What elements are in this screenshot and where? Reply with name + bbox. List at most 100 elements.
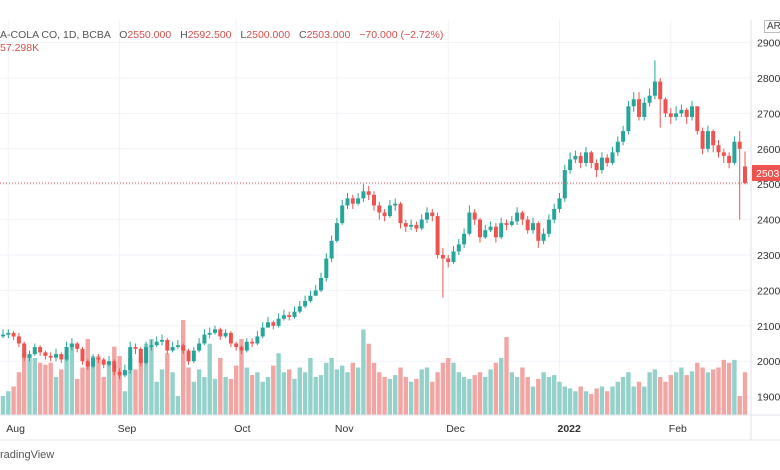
volume-bar [440,362,446,415]
tradingview-attribution[interactable]: radingView [0,449,55,461]
candle-body [425,212,429,220]
volume-bar [80,367,85,415]
candle-body [440,255,445,259]
volume-bar [721,359,726,415]
candle-body [281,315,286,319]
volume-bar [583,391,589,415]
candle-body [85,361,90,367]
candle-body [138,348,143,363]
candle-body [6,332,11,335]
volume-bar [642,386,647,415]
candle-body [128,347,133,371]
volume-bar [302,372,308,415]
volume-bar [234,365,239,415]
candle-body [478,219,482,238]
volume-bar [0,396,6,415]
volume-bar [599,386,605,415]
volume-bar [313,377,318,415]
candle-body [228,332,233,344]
currency-badge[interactable]: AR [764,20,780,33]
candle-body [276,318,281,326]
candle-body [154,341,159,346]
high-label: H [180,29,188,41]
candle-body [91,357,96,367]
volume-bar [239,339,244,415]
candle-body [721,152,726,156]
candle-body [743,166,747,184]
candle-body [372,194,376,206]
candle-body [515,212,520,222]
candle-body [573,155,578,160]
candle-body [700,131,705,149]
candle-body [557,198,562,209]
y-tick-label: 2900 [757,38,780,50]
volume-bar [48,362,53,415]
candle-body [101,359,106,365]
candle-body [652,81,657,96]
volume-bar [297,367,302,415]
volume-bar [578,386,583,415]
volume-bar [218,358,223,415]
volume-bar [737,396,742,415]
volume-bar [340,365,345,415]
candle-body [27,354,32,358]
volume-bar [366,343,371,415]
candle-body [398,203,403,224]
candle-body [266,322,270,328]
last-price-badge: 2503 [752,165,780,181]
candle-body [472,212,477,220]
y-tick-label: 2700 [757,108,780,120]
candle-body [631,99,636,107]
low-label: L [240,29,247,41]
volume-bar [700,367,705,415]
y-tick-label: 2500 [757,179,780,191]
candle-body [541,233,546,241]
x-tick-label: Feb [669,423,687,435]
volume-bar [117,356,122,415]
candle-body [59,354,64,360]
ohlc-legend: A-COLA CO, 1D, BCBA O2550.000 H2592.500 … [0,29,443,41]
y-tick-label: 2200 [757,285,780,297]
candle-body [499,223,504,238]
volume-bar [181,320,186,415]
volume-bar [324,362,329,415]
candle-body [419,219,424,229]
volume-bar [663,381,668,415]
candle-body [674,113,679,117]
candle-body [324,258,329,279]
volume-bar [308,358,313,415]
volume-bar [154,381,159,415]
volume-bar [59,369,64,415]
candle-body [112,361,117,372]
candle-body [366,191,371,195]
time-axis[interactable]: Aug Sep Oct Nov Dec 2022 Feb [6,423,687,435]
candle-body [133,347,138,349]
volume-bar [334,369,340,415]
volume-bar [22,353,27,415]
y-tick-label: 2100 [757,321,780,333]
volume-bar [287,369,292,415]
volume-bar [573,391,578,415]
volume-bar [456,372,461,415]
volume-bar [541,372,546,415]
y-tick-label: 1900 [757,392,780,404]
candle-body [22,343,27,358]
candle-body [626,106,631,132]
price-axis[interactable]: 1900 2000 2100 2200 2300 2400 2500 2600 2700 2800… [757,38,780,404]
x-tick-label: Oct [234,423,250,435]
volume-bar [345,372,350,415]
volume-bar [43,364,48,415]
volume-bar [228,378,234,415]
candle-body [525,219,530,231]
candle-body [467,212,472,234]
volume-bar [695,362,700,415]
candle-body [483,230,488,238]
y-tick-label: 2300 [757,250,780,262]
volume-bar [620,377,626,415]
candle-body [610,152,615,163]
candle-body [170,347,175,351]
volume-bar [223,377,228,415]
candle-body [191,350,196,362]
volume-bar [16,372,22,415]
